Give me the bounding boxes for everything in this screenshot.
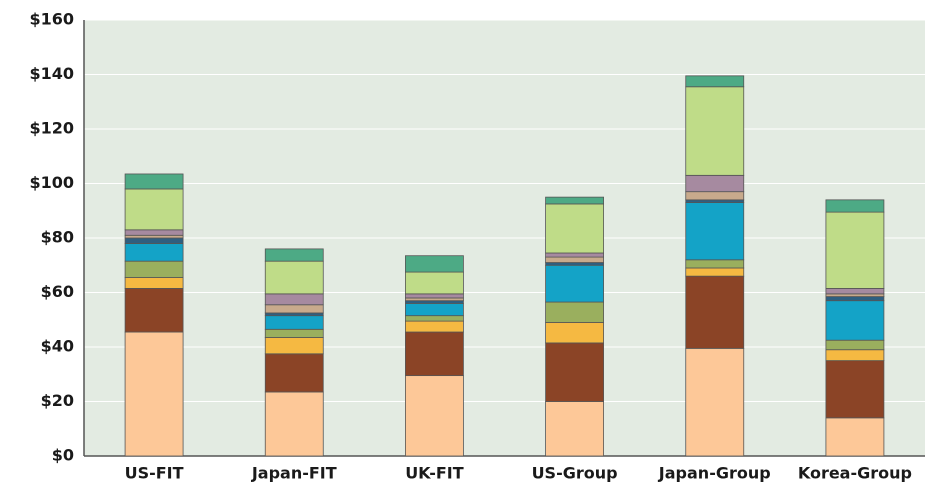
bar-segment [124,188,184,231]
bar-segment [545,342,604,402]
bar-segment [264,312,324,317]
bar-segment [264,353,324,393]
bar-segment [685,174,745,193]
bar-segment [405,315,464,322]
x-tick-label: UK-FIT [405,464,464,483]
x-tick-label: US-Group [532,464,618,483]
bar-segment [825,300,885,341]
bar-segment [264,248,324,262]
bar-segment [545,196,604,205]
bar-segment [264,260,324,295]
bar-segment [685,86,745,176]
bar-segment [124,277,184,289]
y-tick-label: $20 [41,391,74,410]
bar-segment [124,331,184,457]
y-tick-label: $40 [41,337,74,356]
bar-segment [545,301,604,323]
y-tick-label: $140 [29,64,74,83]
bar-segment [405,255,464,273]
bar-segment [685,75,745,88]
bar-segment [825,339,885,351]
bar-segment [825,349,885,362]
bar-segment [264,304,324,314]
y-tick-label: $0 [52,446,74,465]
bar-segment [405,302,464,317]
bar-segment [685,202,745,261]
bar-segment [685,191,745,201]
bar-segment [264,337,324,355]
y-tick-label: $100 [29,173,74,192]
bar-segment [264,328,324,338]
bar-segment [405,331,464,377]
y-tick-label: $80 [41,228,74,247]
bar-segment [825,288,885,295]
bar-segment [685,199,745,203]
x-tick-label: Korea-Group [798,464,912,483]
bar-segment [124,234,184,239]
bar-segment [124,173,184,190]
bar-segment [264,315,324,330]
bar-segment [405,320,464,333]
y-tick-label: $160 [29,10,74,29]
bar-segment [545,401,604,457]
bar-segment [825,293,885,297]
x-tick-label: US-FIT [125,464,184,483]
bar-segment [264,391,324,457]
y-tick-label: $60 [41,282,74,301]
bar-segment [545,262,604,266]
bar-segment [825,417,885,457]
bar-segment [545,264,604,303]
bar-segment [405,271,464,295]
bar-segment [124,229,184,236]
bar-segment [124,288,184,333]
bar-segment [124,237,184,244]
bar-segment [685,347,745,457]
bar-segment [685,275,745,349]
bar-segment [545,322,604,344]
bar-segment [825,360,885,419]
bar-segment [405,293,464,299]
x-tick-label: Japan-Group [658,464,771,483]
bar-segment [825,296,885,302]
bar-segment [685,267,745,277]
bar-segment [825,211,885,289]
bar-segment [545,203,604,254]
bar-segment [405,297,464,302]
bar-segment [405,300,464,304]
bar-segment [124,243,184,262]
bar-segment [685,259,745,269]
bar-segment [124,260,184,278]
bar-segment [545,256,604,263]
x-tick-label: Japan-FIT [251,464,337,483]
bar-segment [405,375,464,457]
bar-segment [545,252,604,258]
bar-segment [825,199,885,213]
y-tick-label: $120 [29,119,74,138]
bar-segment [264,293,324,306]
